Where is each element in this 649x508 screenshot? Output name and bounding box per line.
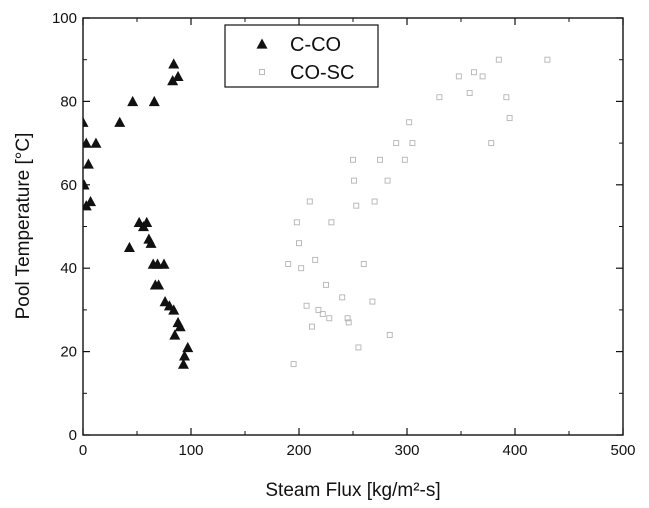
point-c-co bbox=[158, 258, 170, 269]
legend-box bbox=[224, 24, 379, 88]
point-co-sc bbox=[345, 319, 352, 326]
point-co-sc bbox=[328, 219, 335, 226]
point-c-co bbox=[182, 341, 194, 353]
point-co-sc bbox=[315, 306, 322, 313]
y-tick-label: 40 bbox=[60, 260, 77, 277]
legend-marker-0 bbox=[256, 38, 268, 49]
point-co-sc bbox=[344, 315, 351, 322]
point-co-sc bbox=[296, 240, 302, 247]
point-co-sc bbox=[309, 323, 315, 330]
x-axis-title: Steam Flux [kg/m²-s] bbox=[265, 480, 440, 501]
legend: C-CO CO-SC bbox=[224, 24, 379, 88]
legend-label: CO-SC bbox=[290, 62, 354, 84]
point-co-sc bbox=[384, 177, 391, 184]
point-co-sc bbox=[312, 256, 319, 263]
point-co-sc bbox=[350, 156, 356, 163]
x-axis: 0 100 200 300 400 500 bbox=[79, 18, 636, 459]
point-c-co bbox=[83, 137, 92, 148]
point-co-sc bbox=[479, 73, 486, 80]
legend-label: C-CO bbox=[290, 34, 341, 56]
point-co-sc bbox=[455, 73, 462, 80]
y-tick-label: 20 bbox=[60, 344, 77, 361]
point-co-sc bbox=[285, 261, 292, 267]
point-co-sc bbox=[471, 69, 477, 76]
point-co-sc bbox=[290, 361, 297, 368]
point-c-co bbox=[114, 116, 126, 127]
point-co-sc bbox=[377, 156, 383, 163]
point-c-co bbox=[123, 241, 135, 253]
point-co-sc bbox=[369, 298, 376, 305]
point-co-sc bbox=[371, 198, 378, 205]
point-c-co bbox=[168, 58, 180, 69]
point-c-co bbox=[169, 329, 181, 340]
point-co-sc bbox=[466, 90, 473, 97]
point-co-sc bbox=[488, 140, 495, 147]
x-tick-label: 300 bbox=[394, 442, 419, 459]
point-c-co bbox=[127, 95, 139, 107]
point-c-co bbox=[153, 279, 165, 290]
point-co-sc bbox=[319, 311, 326, 318]
point-co-sc bbox=[303, 302, 310, 309]
point-co-sc bbox=[360, 261, 367, 267]
point-co-sc bbox=[495, 56, 502, 63]
point-c-co bbox=[172, 70, 184, 82]
point-c-co bbox=[177, 358, 189, 369]
point-co-sc bbox=[393, 140, 400, 147]
legend-marker-1 bbox=[259, 69, 265, 75]
point-co-sc bbox=[506, 115, 513, 122]
point-co-sc bbox=[298, 265, 305, 272]
point-co-sc bbox=[355, 344, 362, 351]
y-tick-label: 80 bbox=[60, 93, 77, 110]
x-tick-label: 500 bbox=[610, 442, 635, 459]
point-co-sc bbox=[351, 177, 358, 184]
point-c-co bbox=[83, 116, 89, 127]
x-tick-label: 100 bbox=[178, 442, 203, 459]
point-c-co bbox=[167, 75, 179, 86]
point-c-co bbox=[90, 137, 102, 148]
x-tick-label: 200 bbox=[286, 442, 311, 459]
point-c-co bbox=[168, 304, 180, 315]
data-points bbox=[83, 56, 551, 369]
x-tick-label: 400 bbox=[502, 442, 527, 459]
point-co-sc bbox=[386, 331, 393, 338]
point-co-sc bbox=[293, 219, 300, 226]
point-co-sc bbox=[544, 56, 551, 63]
y-axis-title: Pool Temperature [°C] bbox=[13, 133, 34, 320]
point-co-sc bbox=[406, 119, 413, 126]
point-c-co bbox=[179, 350, 191, 361]
point-c-co bbox=[174, 321, 186, 332]
point-c-co bbox=[83, 158, 94, 169]
point-co-sc bbox=[409, 140, 416, 147]
point-c-co bbox=[83, 179, 90, 190]
point-c-co bbox=[141, 216, 153, 228]
point-co-sc bbox=[339, 294, 346, 301]
point-c-co bbox=[85, 195, 97, 207]
x-tick-label: 0 bbox=[79, 442, 87, 459]
y-tick-label: 60 bbox=[60, 177, 77, 194]
point-co-sc bbox=[306, 198, 313, 205]
point-co-sc bbox=[326, 315, 333, 322]
point-co-sc bbox=[401, 156, 408, 163]
y-tick-label: 100 bbox=[52, 10, 77, 27]
point-co-sc bbox=[353, 202, 360, 209]
point-co-sc bbox=[436, 94, 443, 101]
point-c-co bbox=[148, 95, 160, 107]
point-co-sc bbox=[503, 94, 510, 101]
point-c-co bbox=[145, 237, 157, 248]
y-axis: 0 20 40 60 80 100 bbox=[52, 10, 623, 444]
y-tick-label: 0 bbox=[69, 427, 77, 444]
point-co-sc bbox=[323, 281, 329, 288]
